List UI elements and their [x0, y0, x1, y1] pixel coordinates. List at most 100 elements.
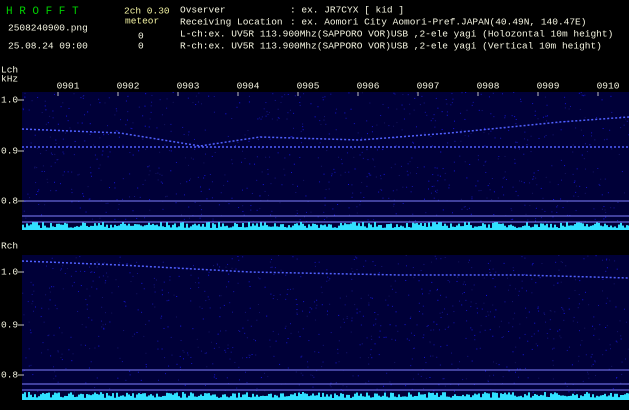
noise-dot: [149, 170, 151, 172]
noise-dot: [421, 293, 423, 295]
noise-dot: [262, 184, 264, 186]
noise-dot: [41, 214, 43, 216]
noise-dot: [197, 176, 199, 178]
noise-floor: [250, 226, 252, 230]
noise-dot: [292, 288, 294, 290]
noise-dot: [90, 361, 92, 363]
noise-dot: [45, 294, 47, 296]
noise-dot: [269, 138, 271, 140]
noise-dot: [105, 280, 107, 282]
noise-dot: [277, 108, 279, 110]
noise-floor: [88, 394, 90, 400]
noise-dot: [158, 379, 160, 381]
carrier-trace: [21, 260, 629, 279]
noise-dot: [439, 364, 441, 366]
noise-dot: [562, 308, 564, 310]
noise-dot: [228, 203, 230, 205]
noise-floor: [180, 222, 182, 230]
noise-dot: [103, 262, 105, 264]
noise-dot: [431, 145, 433, 147]
noise-dot: [104, 102, 106, 104]
noise-dot: [504, 171, 506, 173]
noise-dot: [101, 154, 103, 156]
noise-dot: [374, 166, 376, 168]
noise-dot: [352, 375, 354, 377]
noise-dot: [300, 356, 302, 358]
noise-dot: [204, 352, 206, 354]
noise-dot: [602, 128, 604, 130]
noise-floor: [138, 393, 140, 400]
noise-dot: [366, 185, 368, 187]
noise-floor: [48, 392, 50, 400]
noise-floor: [514, 226, 516, 230]
noise-floor: [92, 225, 94, 230]
noise-dot: [136, 293, 138, 295]
noise-floor: [622, 225, 624, 230]
noise-dot: [601, 290, 603, 292]
noise-dot: [609, 348, 611, 350]
noise-dot: [178, 275, 180, 277]
noise-floor: [558, 394, 560, 400]
noise-floor: [500, 223, 502, 230]
noise-dot: [187, 354, 189, 356]
noise-floor: [248, 396, 250, 400]
noise-dot: [164, 144, 166, 146]
noise-floor: [550, 393, 552, 400]
noise-dot: [338, 314, 340, 316]
noise-floor: [82, 394, 84, 400]
noise-dot: [510, 208, 512, 210]
noise-dot: [372, 158, 374, 160]
unit-label: kHz: [1, 74, 18, 85]
noise-dot: [108, 187, 110, 189]
noise-dot: [490, 113, 492, 115]
noise-floor: [522, 397, 524, 400]
noise-floor: [318, 392, 320, 400]
noise-dot: [228, 281, 230, 283]
noise-floor: [254, 396, 256, 400]
noise-floor: [282, 224, 284, 230]
noise-dot: [501, 336, 503, 338]
noise-floor: [226, 396, 228, 400]
noise-dot: [94, 347, 96, 349]
noise-dot: [208, 331, 210, 333]
noise-dot: [283, 168, 285, 170]
noise-dot: [328, 279, 330, 281]
noise-dot: [591, 365, 593, 367]
noise-dot: [532, 391, 534, 393]
noise-floor: [136, 224, 138, 230]
noise-dot: [286, 293, 288, 295]
noise-dot: [325, 189, 327, 191]
noise-dot: [48, 334, 50, 336]
noise-dot: [353, 156, 355, 158]
noise-dot: [298, 384, 300, 386]
noise-dot: [263, 108, 265, 110]
noise-dot: [242, 256, 244, 258]
noise-dot: [411, 388, 413, 390]
noise-dot: [537, 170, 539, 172]
noise-dot: [422, 305, 424, 307]
noise-dot: [71, 188, 73, 190]
noise-dot: [410, 316, 412, 318]
datetime: 25.08.24 09:00: [8, 41, 88, 52]
noise-dot: [423, 263, 425, 265]
noise-floor: [572, 393, 574, 400]
noise-dot: [246, 187, 248, 189]
noise-floor: [434, 222, 436, 230]
noise-floor: [426, 226, 428, 230]
noise-dot: [319, 120, 321, 122]
noise-dot: [379, 189, 381, 191]
noise-dot: [214, 151, 216, 153]
noise-floor: [556, 227, 558, 230]
location: : ex. Aomori City Aomori-Pref.JAPAN(40.4…: [290, 17, 586, 28]
noise-dot: [162, 208, 164, 210]
noise-dot: [393, 205, 395, 207]
noise-floor: [66, 396, 68, 400]
noise-dot: [35, 182, 37, 184]
noise-dot: [116, 110, 118, 112]
noise-floor: [142, 393, 144, 400]
noise-dot: [519, 146, 521, 148]
noise-dot: [471, 289, 473, 291]
noise-dot: [392, 125, 394, 127]
noise-dot: [238, 379, 240, 381]
noise-dot: [246, 357, 248, 359]
